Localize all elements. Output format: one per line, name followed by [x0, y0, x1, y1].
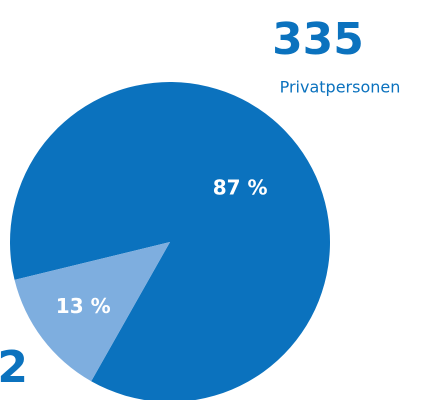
pie-slice	[10, 82, 330, 400]
value-label: 13 %	[56, 294, 111, 318]
value-label: 87 %	[213, 175, 268, 199]
category-label: Privatpersonen	[280, 78, 401, 97]
count: 335	[272, 14, 364, 65]
count: 2	[0, 342, 28, 393]
pie-slice	[14, 242, 171, 382]
